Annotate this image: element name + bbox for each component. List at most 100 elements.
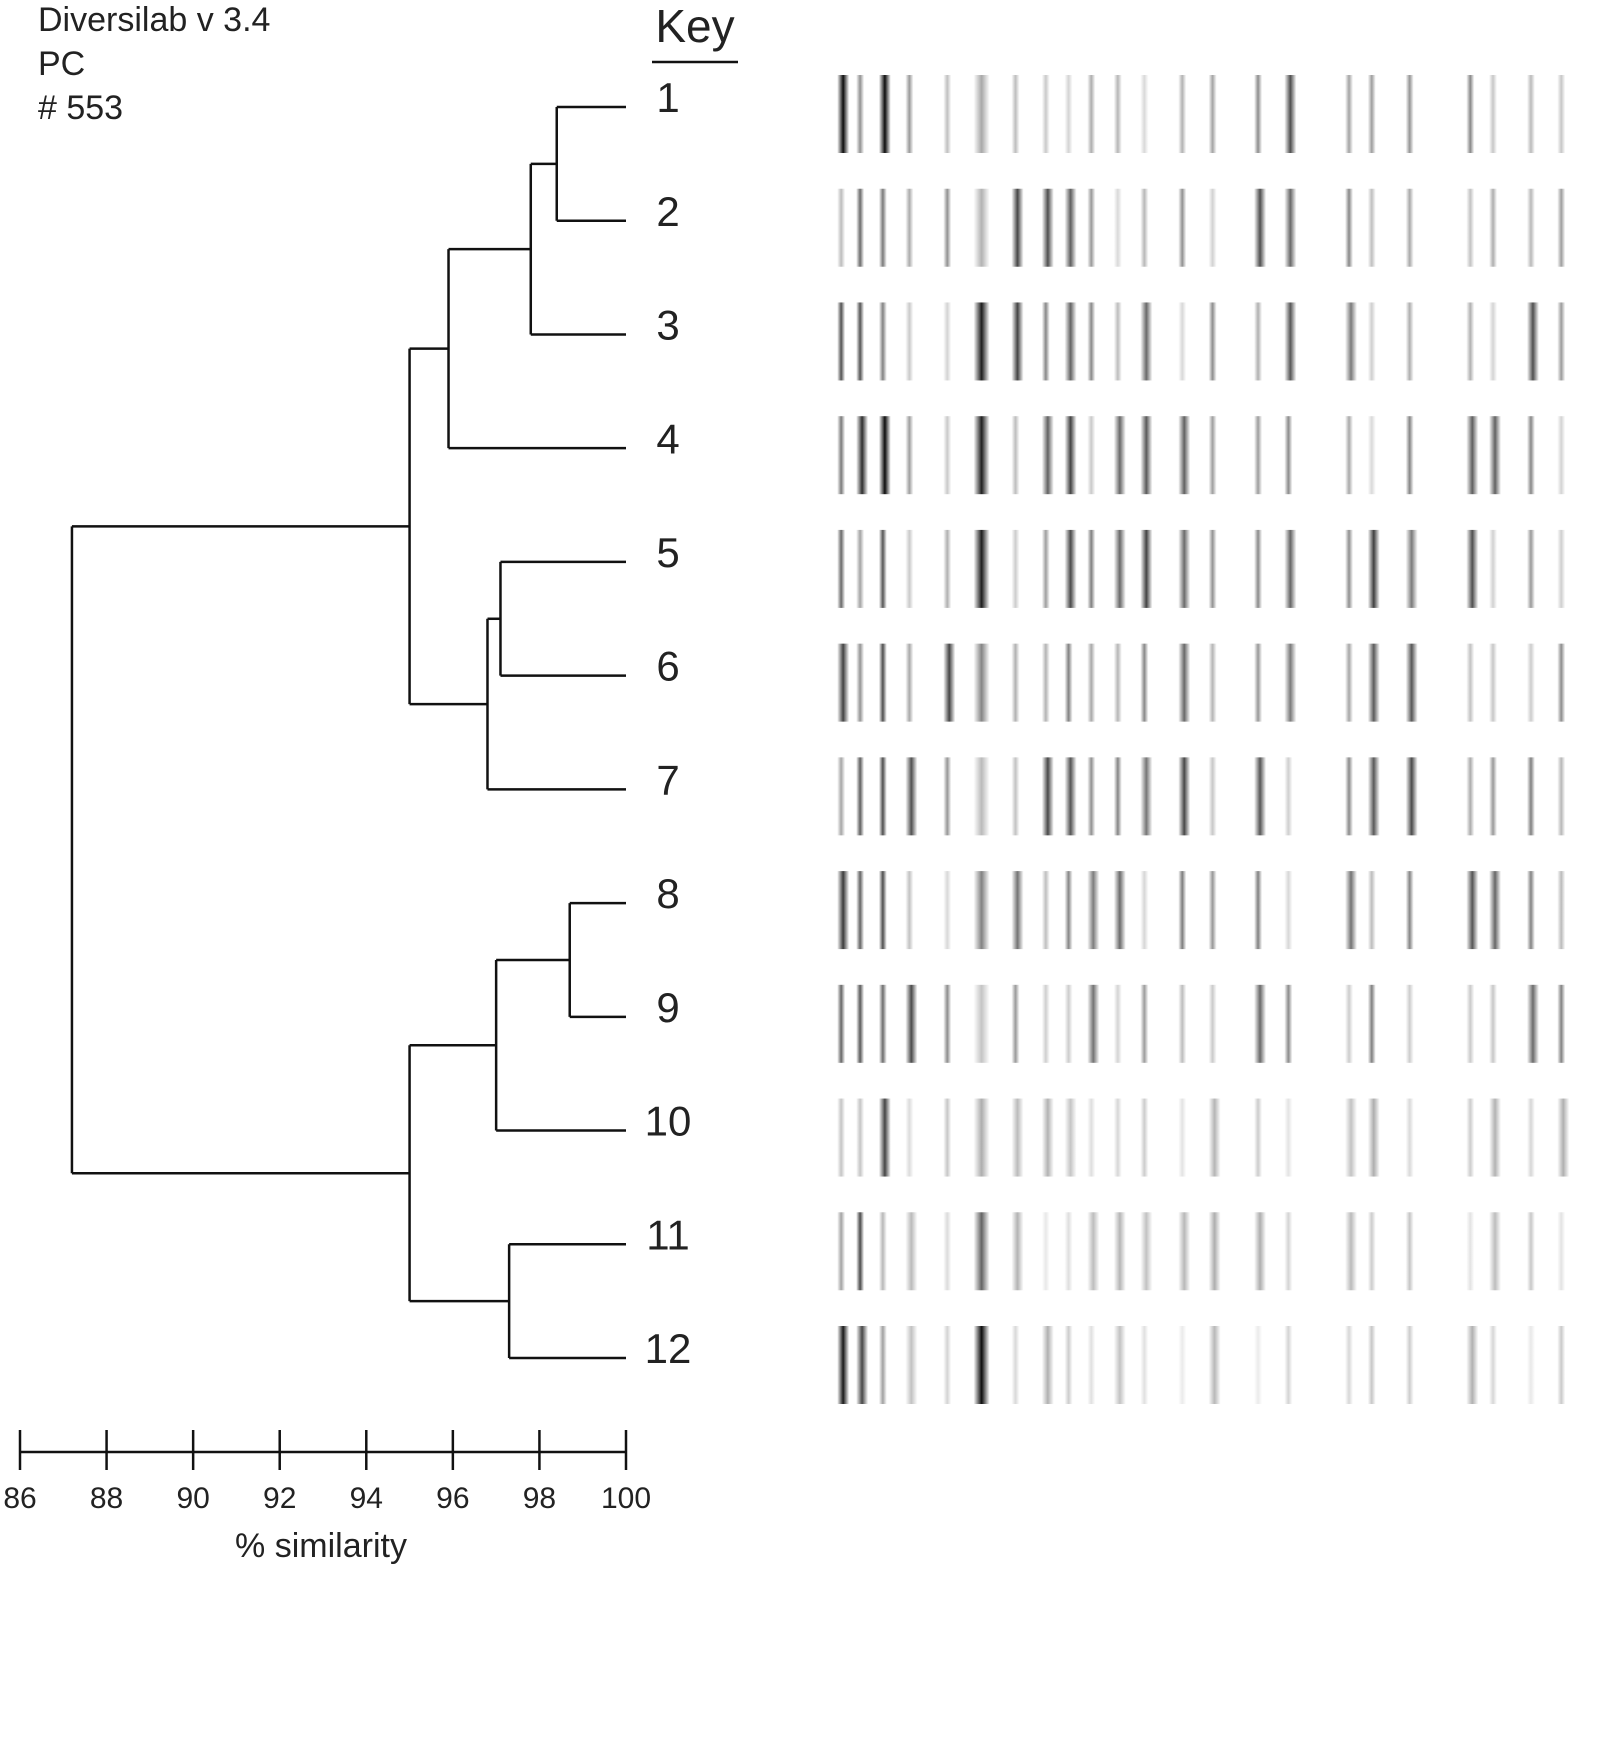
- gel-band: [1178, 529, 1191, 608]
- x-tick-label: 94: [350, 1482, 383, 1515]
- gel-band: [856, 984, 865, 1063]
- gel-band: [943, 529, 952, 608]
- gel-band: [905, 871, 914, 950]
- gel-band: [1345, 757, 1354, 836]
- gel-band: [1208, 643, 1217, 722]
- gel-band: [1489, 1212, 1502, 1291]
- gel-band: [905, 188, 914, 267]
- gel-band: [1041, 757, 1054, 836]
- gel-band: [1113, 75, 1122, 153]
- gel-band: [1208, 188, 1217, 267]
- gel-band: [1178, 1098, 1187, 1177]
- gel-band: [1011, 1212, 1024, 1291]
- gel-band: [1208, 984, 1217, 1063]
- gel-band: [856, 1212, 865, 1291]
- gel-band: [1405, 1326, 1414, 1404]
- x-tick-label: 86: [3, 1482, 36, 1515]
- leaf-label: 12: [645, 1325, 692, 1372]
- gel-band: [837, 1212, 846, 1291]
- gel-band: [1087, 757, 1096, 836]
- gel-band: [1041, 871, 1050, 950]
- gel-band: [1087, 302, 1096, 381]
- gel-band: [1489, 416, 1502, 495]
- gel-band: [878, 1212, 887, 1291]
- gel-band: [878, 757, 887, 836]
- gel-band: [973, 757, 990, 836]
- gel-band: [1405, 1212, 1414, 1291]
- leaf-label: 7: [656, 756, 679, 803]
- gel-band: [943, 984, 952, 1063]
- gel-band: [1011, 643, 1020, 722]
- gel-band: [1489, 302, 1498, 381]
- gel-band: [1557, 188, 1566, 267]
- gel-band: [1557, 984, 1566, 1063]
- gel-band: [1405, 984, 1414, 1063]
- gel-band: [973, 1326, 990, 1404]
- gel-band: [878, 529, 887, 608]
- gel-band: [1208, 757, 1217, 836]
- gel-band: [1178, 643, 1191, 722]
- gel-band: [1466, 1098, 1475, 1177]
- gel-band: [1466, 416, 1479, 495]
- gel-band: [856, 643, 865, 722]
- gel-band: [1011, 757, 1020, 836]
- gel-band: [973, 75, 990, 153]
- gel-band: [1087, 871, 1100, 950]
- gel-band: [1113, 188, 1122, 267]
- gel-band: [1367, 1212, 1376, 1291]
- gel-band: [1526, 643, 1535, 722]
- gel-band: [1367, 871, 1376, 950]
- gel-band: [943, 188, 952, 267]
- gel-band: [1345, 871, 1358, 950]
- gel-band: [1041, 302, 1050, 381]
- header-line: # 553: [38, 89, 123, 127]
- gel-band: [837, 643, 850, 722]
- gel-band: [1178, 188, 1187, 267]
- gel-band: [878, 75, 891, 153]
- gel-band: [1064, 1098, 1077, 1177]
- x-tick-label: 92: [263, 1482, 296, 1515]
- gel-band: [837, 529, 846, 608]
- gel-band: [1466, 643, 1475, 722]
- gel-band: [1284, 529, 1297, 608]
- gel-band: [1178, 871, 1187, 950]
- gel-band: [837, 1098, 846, 1177]
- gel-band: [1011, 984, 1020, 1063]
- gel-band: [1345, 529, 1354, 608]
- gel-band: [1489, 188, 1498, 267]
- gel-band: [905, 529, 914, 608]
- gel-band: [837, 1326, 850, 1404]
- gel-band: [1526, 984, 1539, 1063]
- gel-band: [1345, 1212, 1358, 1291]
- gel-band: [1367, 188, 1376, 267]
- gel-band: [943, 871, 952, 950]
- gel-band: [1345, 643, 1354, 722]
- gel-band: [1367, 75, 1376, 153]
- gel-band: [1284, 1212, 1293, 1291]
- gel-band: [1041, 529, 1050, 608]
- header-line: PC: [38, 45, 85, 83]
- gel-band: [1041, 1326, 1054, 1404]
- gel-band: [856, 529, 865, 608]
- gel-band: [1557, 1098, 1570, 1177]
- gel-band: [1208, 302, 1217, 381]
- gel-band: [1064, 871, 1073, 950]
- gel-band: [1284, 416, 1293, 495]
- gel-band: [1466, 984, 1475, 1063]
- gel-band: [1087, 1212, 1100, 1291]
- gel-band: [1405, 302, 1414, 381]
- gel-band: [1064, 1212, 1073, 1291]
- gel-band: [1208, 1326, 1221, 1404]
- gel-band: [973, 302, 990, 381]
- gel-band: [1113, 302, 1122, 381]
- gel-band: [1405, 529, 1418, 608]
- gel-band: [1466, 75, 1475, 153]
- gel-band: [973, 1212, 990, 1291]
- gel-band: [1113, 871, 1126, 950]
- gel-band: [856, 1098, 865, 1177]
- gel-band: [1489, 75, 1498, 153]
- gel-band: [1208, 1212, 1221, 1291]
- gel-band: [1064, 757, 1077, 836]
- gel-band: [1345, 188, 1354, 267]
